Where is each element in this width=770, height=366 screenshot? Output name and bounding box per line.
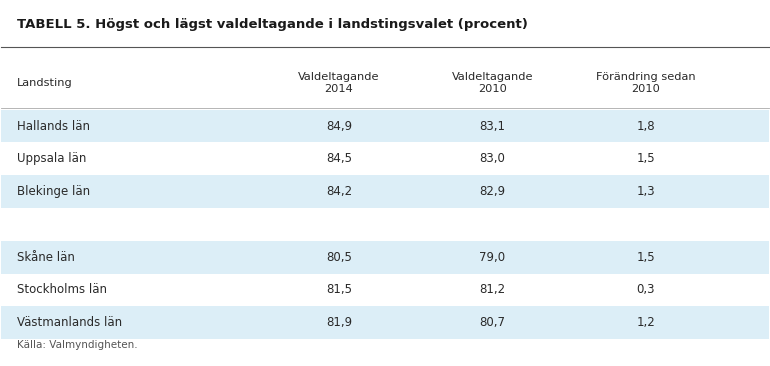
- Text: 84,5: 84,5: [326, 152, 352, 165]
- FancyBboxPatch shape: [2, 175, 768, 208]
- FancyBboxPatch shape: [2, 241, 768, 274]
- Text: 1,5: 1,5: [637, 152, 655, 165]
- Text: 83,0: 83,0: [480, 152, 505, 165]
- Text: Stockholms län: Stockholms län: [17, 284, 107, 296]
- Text: 1,5: 1,5: [637, 251, 655, 264]
- Text: TABELL 5. Högst och lägst valdeltagande i landstingsvalet (procent): TABELL 5. Högst och lägst valdeltagande …: [17, 18, 527, 31]
- Text: Valdeltagande
2010: Valdeltagande 2010: [452, 72, 533, 94]
- Text: Förändring sedan
2010: Förändring sedan 2010: [596, 72, 695, 94]
- Text: 81,9: 81,9: [326, 316, 352, 329]
- Text: 81,5: 81,5: [326, 284, 352, 296]
- Text: 83,1: 83,1: [480, 120, 505, 132]
- Text: 0,3: 0,3: [637, 284, 655, 296]
- Text: 84,9: 84,9: [326, 120, 352, 132]
- Text: 1,2: 1,2: [637, 316, 655, 329]
- Text: 82,9: 82,9: [480, 185, 505, 198]
- Text: Skåne län: Skåne län: [17, 251, 75, 264]
- Text: 79,0: 79,0: [480, 251, 505, 264]
- Text: 81,2: 81,2: [480, 284, 505, 296]
- Text: 84,2: 84,2: [326, 185, 352, 198]
- Text: Hallands län: Hallands län: [17, 120, 90, 132]
- Text: Landsting: Landsting: [17, 78, 72, 88]
- Text: Valdeltagande
2014: Valdeltagande 2014: [298, 72, 380, 94]
- Text: 1,8: 1,8: [637, 120, 655, 132]
- FancyBboxPatch shape: [2, 306, 768, 339]
- FancyBboxPatch shape: [2, 110, 768, 142]
- Text: Blekinge län: Blekinge län: [17, 185, 90, 198]
- Text: 80,5: 80,5: [326, 251, 352, 264]
- Text: 80,7: 80,7: [480, 316, 505, 329]
- Text: Källa: Valmyndigheten.: Källa: Valmyndigheten.: [17, 340, 137, 350]
- Text: Uppsala län: Uppsala län: [17, 152, 86, 165]
- Text: Västmanlands län: Västmanlands län: [17, 316, 122, 329]
- Text: 1,3: 1,3: [637, 185, 655, 198]
